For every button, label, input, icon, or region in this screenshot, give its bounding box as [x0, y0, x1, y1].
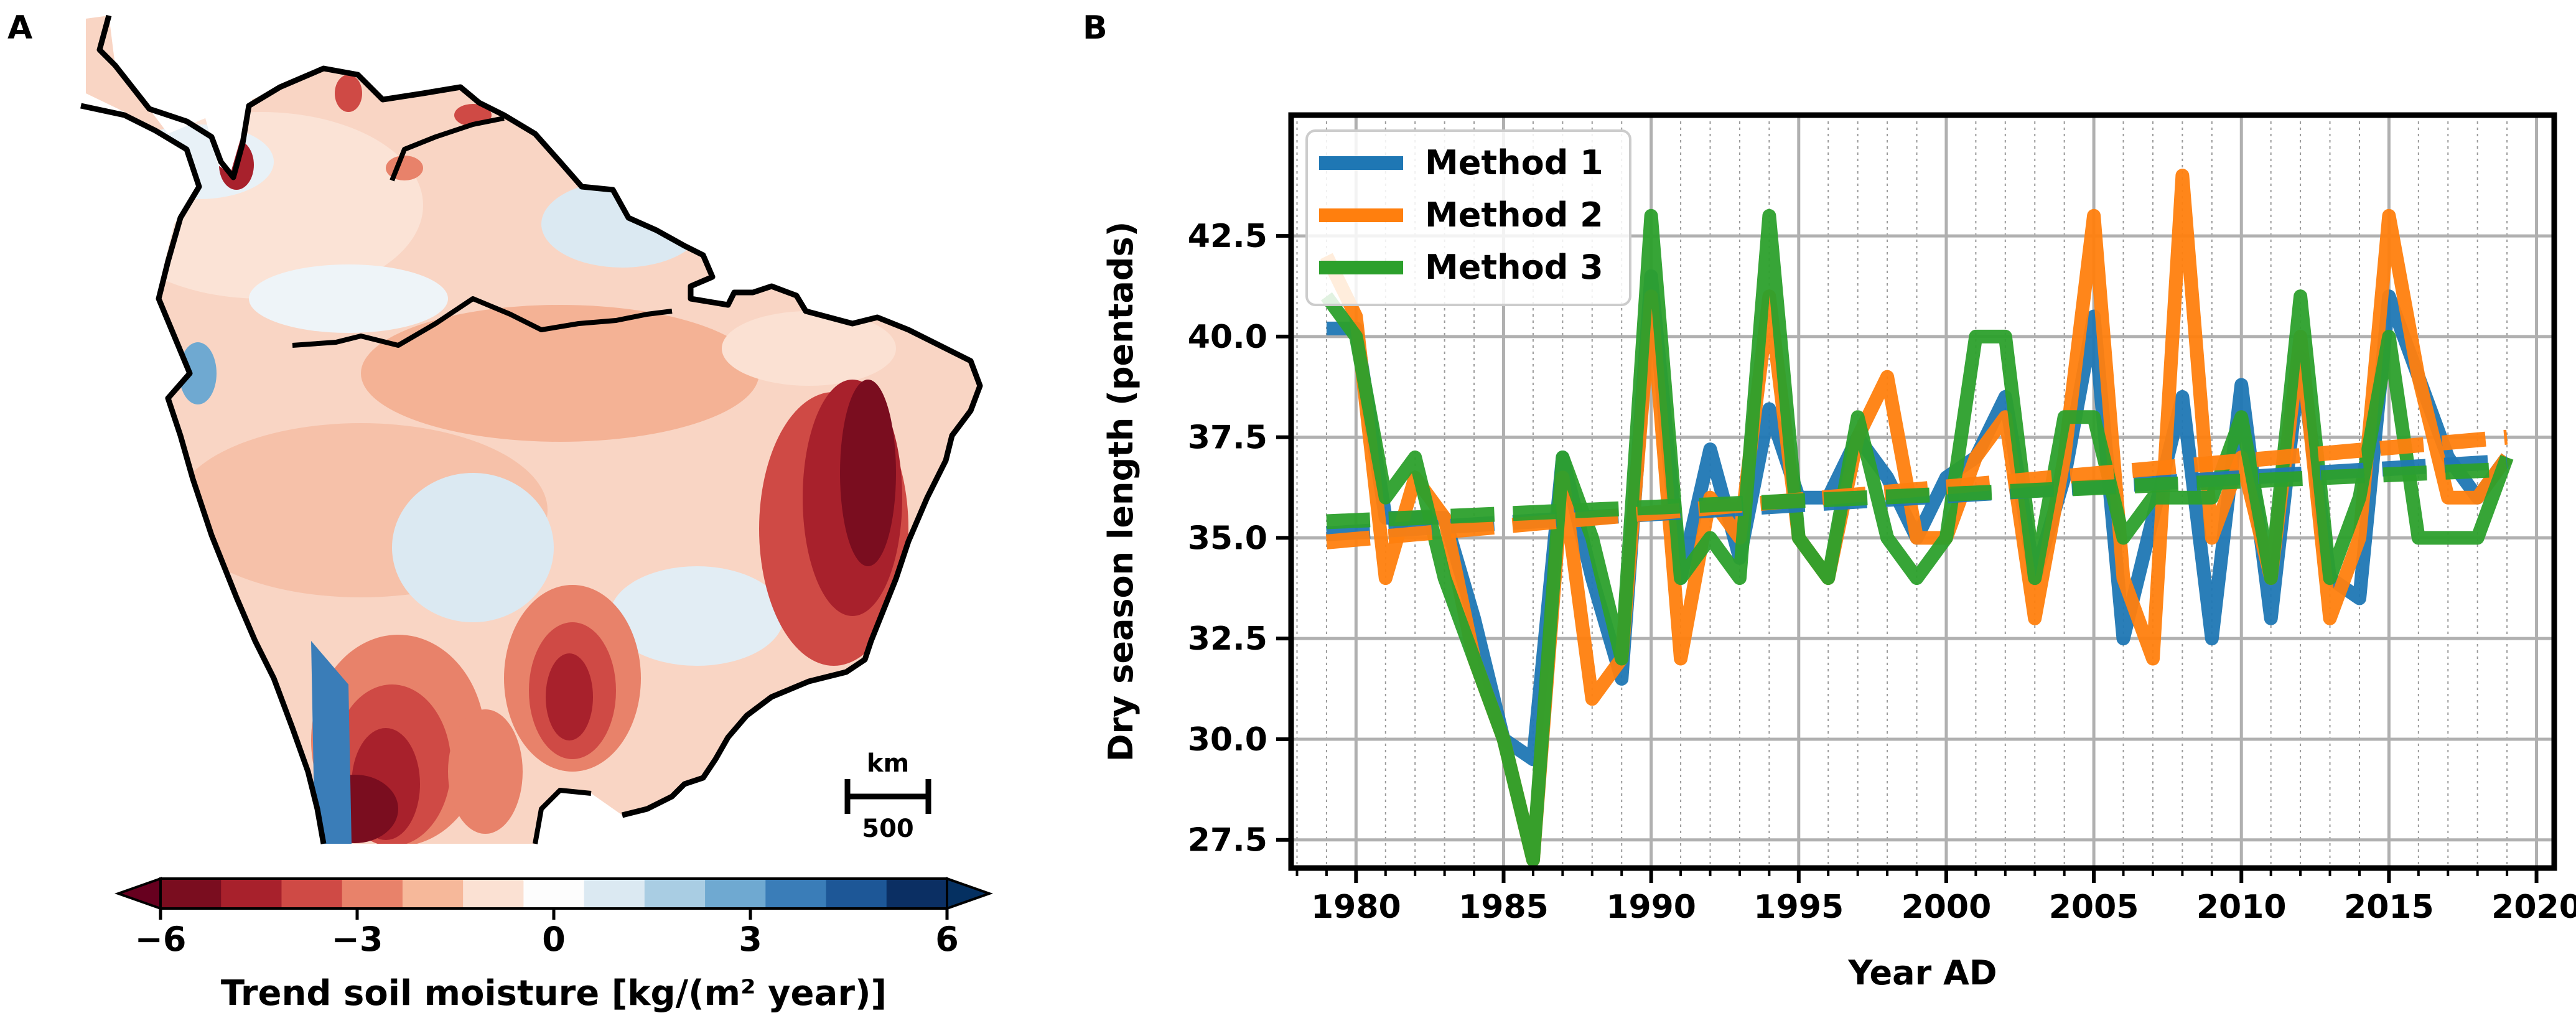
colorbar-segments: [161, 879, 948, 908]
x-tick-label: 2005: [2049, 889, 2139, 926]
x-tick-label: 1995: [1753, 889, 1844, 926]
colorbar-max-extend: [946, 877, 994, 910]
colorbar-segment: [644, 879, 706, 908]
trend-line-method-3: [1326, 462, 2508, 530]
colorbar-segment: [886, 879, 948, 908]
y-tick-label: 35.0: [1188, 520, 1267, 557]
colorbar-tick-label: 6: [935, 920, 959, 959]
colorbar-ticks: −6 −3 0 3 6: [135, 908, 959, 959]
y-axis-ticks: 27.5 30.0 32.5 35.0 37.5 40.0 42.5: [1188, 218, 1291, 859]
soil-moisture-map: [80, 14, 983, 844]
colorbar-segment: [161, 879, 222, 908]
colorbar-tick-label: 3: [739, 920, 762, 959]
plot-frame: [1288, 112, 2557, 871]
legend-items: Method 1 Method 2 Method 3: [1319, 143, 1603, 287]
colorbar-segment: [826, 879, 887, 908]
colorbar-segment: [765, 879, 827, 908]
trend-lines: [1325, 429, 2508, 549]
colorbar-tick-label: −3: [332, 920, 383, 959]
colorbar-tick-label: −6: [135, 920, 187, 959]
x-tick-label: 1980: [1311, 889, 1401, 926]
colorbar-segment: [402, 879, 464, 908]
colorbar-segment: [221, 879, 282, 908]
x-tick-label: 1990: [1606, 889, 1696, 926]
colorbar-segment: [705, 879, 766, 908]
series-lines: [1320, 169, 2514, 867]
line-chart: 1980 1985 1990 1995 2000 2005 2010 2015 2020 27.…: [1101, 112, 2576, 992]
y-tick-label: 37.5: [1188, 419, 1267, 457]
colorbar-segment: [584, 879, 645, 908]
x-axis-label: Year AD: [1847, 953, 1997, 992]
colorbar: −6 −3 0 3 6 Trend soil moisture [kg/(m² year…: [114, 877, 994, 1014]
colorbar-segment: [523, 879, 585, 908]
y-axis-label: Dry season length (pentads): [1101, 222, 1141, 762]
series-line-method-3: [1321, 208, 2514, 867]
legend-label: Method 3: [1425, 248, 1603, 287]
legend: Method 1 Method 2 Method 3: [1305, 129, 1631, 306]
panel-a-label: A: [7, 9, 32, 47]
colorbar-segment: [463, 879, 524, 908]
legend-label: Method 2: [1425, 195, 1603, 235]
y-tick-label: 40.0: [1188, 319, 1267, 356]
panel-b-label: B: [1083, 9, 1108, 47]
colorbar-min-extend: [114, 877, 162, 910]
scale-bar-value: 500: [862, 815, 914, 843]
y-tick-label: 30.0: [1188, 721, 1267, 759]
colorbar-label: Trend soil moisture [kg/(m² year)]: [221, 973, 887, 1014]
legend-label: Method 1: [1425, 143, 1603, 182]
x-tick-label: 2015: [2344, 889, 2434, 926]
colorbar-segment: [281, 879, 343, 908]
y-tick-label: 32.5: [1188, 620, 1267, 658]
x-tick-label: 2020: [2491, 889, 2576, 926]
x-axis-ticks: 1980 1985 1990 1995 2000 2005 2010 2015 2020: [1295, 868, 2576, 926]
x-tick-label: 2010: [2196, 889, 2287, 926]
y-tick-label: 42.5: [1188, 218, 1267, 255]
scale-bar-unit: km: [867, 749, 909, 778]
colorbar-tick-label: 0: [542, 920, 566, 959]
scale-bar: km 500: [844, 749, 931, 843]
x-tick-label: 1985: [1458, 889, 1549, 926]
y-tick-label: 27.5: [1188, 822, 1267, 859]
colorbar-segment: [342, 879, 403, 908]
x-tick-label: 2000: [1902, 889, 1992, 926]
